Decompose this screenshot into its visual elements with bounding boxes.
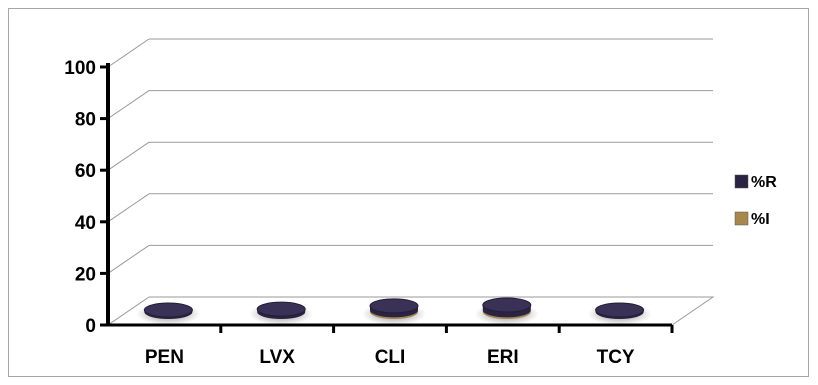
bar-PEN-top xyxy=(143,302,193,318)
bar-PEN-pctR xyxy=(144,310,193,319)
legend-swatch xyxy=(734,174,749,189)
legend: %R %I xyxy=(734,174,777,228)
x-tick-label: TCY xyxy=(597,347,635,368)
legend-swatch xyxy=(734,211,749,226)
axes xyxy=(100,63,674,333)
gridline-diagonal xyxy=(107,141,150,171)
gridline-diagonal xyxy=(107,38,150,68)
bar-CLI-pctR xyxy=(370,305,418,318)
y-tick-label: 60 xyxy=(75,161,96,182)
gridlines xyxy=(107,38,713,274)
y-tick-label: 100 xyxy=(64,58,96,79)
x-tick-label: LVX xyxy=(259,347,295,368)
x-tick-label: CLI xyxy=(375,347,406,368)
bar-CLI-pctI xyxy=(370,310,418,319)
y-tick-label: 0 xyxy=(85,316,96,337)
legend-label: %R xyxy=(751,174,777,191)
bar-ERI-pctR xyxy=(482,305,531,318)
bar-TCY-top xyxy=(595,302,645,318)
bar-LVX-top xyxy=(256,301,306,317)
bar-LVX-pctR xyxy=(257,309,306,319)
legend-label: %I xyxy=(751,211,770,228)
bar-ERI-pctI xyxy=(482,310,531,319)
gridline-diagonal xyxy=(107,244,150,274)
bar-CLI-top xyxy=(369,298,419,314)
y-tick-label: 40 xyxy=(75,213,96,234)
gridline-diagonal xyxy=(107,90,150,120)
bar-TCY-pctR xyxy=(595,310,644,319)
x-tick-label: ERI xyxy=(487,347,519,368)
x-tick-label: PEN xyxy=(145,347,184,368)
data-marks xyxy=(136,297,652,325)
gridline-diagonal xyxy=(107,193,150,223)
x-tick-labels: PEN LVX CLI ERI TCY xyxy=(145,347,635,368)
y-tick-label: 20 xyxy=(75,264,96,285)
y-tick-label: 80 xyxy=(75,110,96,131)
bar-ERI-top xyxy=(482,297,532,313)
y-tick-labels: 0 20 40 60 80 100 xyxy=(64,58,96,337)
